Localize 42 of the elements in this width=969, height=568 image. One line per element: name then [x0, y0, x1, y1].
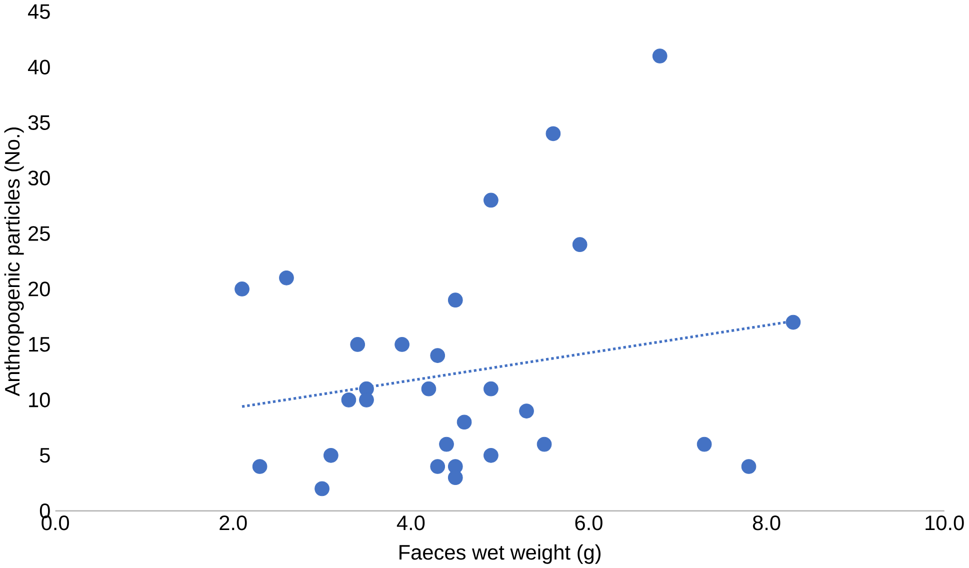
x-tick-label: 4.0: [396, 515, 425, 530]
x-axis-title: Faeces wet weight (g): [400, 544, 601, 564]
y-tick-label: 35: [28, 115, 50, 130]
x-tick-label: 10.0: [926, 515, 964, 530]
y-tick-label: 15: [29, 337, 50, 352]
y-tick-label: 10: [29, 392, 50, 408]
point: [572, 237, 588, 252]
point: [350, 336, 366, 352]
point: [234, 281, 250, 296]
point: [324, 448, 338, 463]
point: [439, 436, 454, 452]
point: [456, 414, 472, 430]
point: [652, 48, 668, 64]
point: [519, 404, 534, 418]
y-tick-label: 5: [40, 448, 50, 463]
point: [394, 336, 410, 352]
point: [786, 314, 801, 330]
x-tick-label: 8.0: [752, 515, 780, 530]
y-tick-label: 40: [28, 60, 50, 74]
point: [448, 292, 463, 308]
point: [696, 436, 712, 452]
y-tick-label: 45: [28, 4, 50, 19]
point: [252, 458, 268, 474]
point: [484, 192, 498, 208]
y-axis-title: Anthropogenic particles (No.): [4, 127, 24, 396]
point: [430, 348, 446, 363]
point: [314, 481, 330, 496]
y-tick-label: 30: [28, 170, 50, 186]
y-tick-label: 25: [28, 226, 50, 241]
point: [341, 392, 356, 408]
point: [546, 126, 561, 141]
point: [536, 436, 552, 452]
point: [741, 458, 756, 474]
point: [430, 458, 446, 474]
x-tick-label: 2.0: [220, 515, 247, 530]
point: [421, 381, 436, 396]
point: [448, 470, 463, 485]
point: [484, 381, 498, 396]
x-tick-label: 6.0: [575, 515, 602, 530]
point: [484, 448, 498, 463]
point: [279, 270, 294, 286]
y-tick-label: 20: [28, 282, 50, 296]
